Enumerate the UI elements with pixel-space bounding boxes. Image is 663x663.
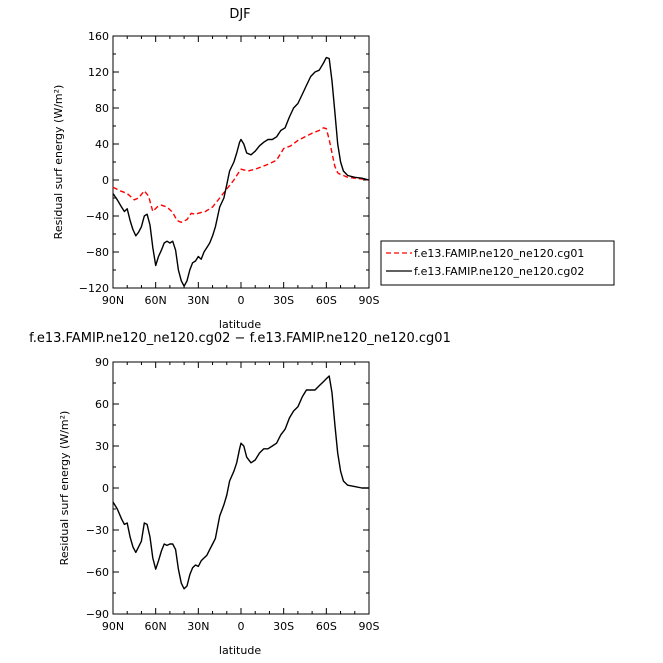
top-y-tick-label: −80 bbox=[86, 246, 109, 259]
bottom-plot-frame bbox=[112, 361, 370, 615]
top-x-tick-label: 60S bbox=[316, 294, 337, 307]
top-y-tick-label: 80 bbox=[95, 102, 109, 115]
bottom-y-tick-label: −30 bbox=[86, 524, 109, 537]
top-x-axis-label: latitude bbox=[219, 318, 261, 331]
top-x-tick-label: 30S bbox=[273, 294, 294, 307]
bottom-y-tick-label: −90 bbox=[86, 608, 109, 621]
top-y-tick-label: −40 bbox=[86, 210, 109, 223]
bottom-x-tick-label: 30S bbox=[273, 620, 294, 633]
bottom-chart-title: f.e13.FAMIP.ne120_ne120.cg02 − f.e13.FAM… bbox=[29, 331, 451, 346]
bottom-y-tick-label: 0 bbox=[102, 482, 109, 495]
top-series-line-0 bbox=[112, 127, 370, 224]
bottom-y-axis-label: Residual surf energy (W/m²) bbox=[58, 411, 71, 566]
top-y-tick-label: 0 bbox=[102, 174, 109, 187]
top-y-tick-label: 160 bbox=[88, 30, 109, 43]
bottom-y-tick-label: 60 bbox=[95, 398, 109, 411]
bottom-series-line-0 bbox=[112, 375, 369, 590]
bottom-x-axis-label: latitude bbox=[219, 644, 261, 657]
top-x-tick-label: 60N bbox=[145, 294, 167, 307]
legend-label-cg02: f.e13.FAMIP.ne120_ne120.cg02 bbox=[414, 265, 584, 278]
top-chart-title: DJF bbox=[229, 7, 250, 22]
legend: f.e13.FAMIP.ne120_ne120.cg01 f.e13.FAMIP… bbox=[380, 240, 615, 286]
top-y-axis-label: Residual surf energy (W/m²) bbox=[52, 85, 65, 240]
top-chart: DJF 90N 60N 30N 0 30S 60S 90S −120 −80 −40 0 40 80 12… bbox=[52, 7, 380, 331]
bottom-x-tick-label: 90S bbox=[359, 620, 380, 633]
bottom-x-tick-label: 60S bbox=[316, 620, 337, 633]
bottom-y-tick-label: −60 bbox=[86, 566, 109, 579]
bottom-x-tick-label: 30N bbox=[187, 620, 209, 633]
top-x-tick-label: 30N bbox=[187, 294, 209, 307]
top-series-line-1 bbox=[112, 56, 370, 287]
top-x-tick-label: 90N bbox=[102, 294, 124, 307]
top-y-tick-label: 40 bbox=[95, 138, 109, 151]
bottom-x-tick-label: 0 bbox=[238, 620, 245, 633]
top-x-tick-label: 90S bbox=[359, 294, 380, 307]
bottom-x-tick-label: 60N bbox=[145, 620, 167, 633]
top-y-tick-label: 120 bbox=[88, 66, 109, 79]
top-y-tick-label: −120 bbox=[79, 282, 109, 295]
legend-label-cg01: f.e13.FAMIP.ne120_ne120.cg01 bbox=[414, 247, 584, 260]
bottom-chart: f.e13.FAMIP.ne120_ne120.cg02 − f.e13.FAM… bbox=[29, 331, 451, 657]
bottom-x-tick-label: 90N bbox=[102, 620, 124, 633]
top-x-tick-label: 0 bbox=[238, 294, 245, 307]
bottom-y-tick-label: 90 bbox=[95, 356, 109, 369]
bottom-y-tick-label: 30 bbox=[95, 440, 109, 453]
legend-box bbox=[380, 240, 615, 286]
